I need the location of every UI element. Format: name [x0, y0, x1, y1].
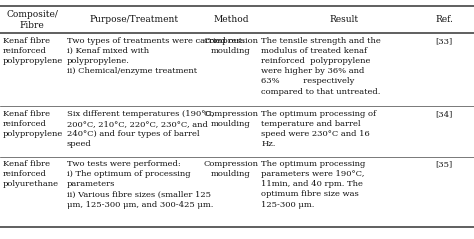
Text: Two tests were performed:
i) The optimum of processing
parameters
ii) Various fi: Two tests were performed: i) The optimum… — [67, 160, 213, 209]
Text: Six different temperatures (190°C,
200°C, 210°C, 220°C, 230°C, and
240°C) and fo: Six different temperatures (190°C, 200°C… — [67, 110, 214, 148]
Text: Kenaf fibre
reinforced
polypropylene: Kenaf fibre reinforced polypropylene — [3, 37, 63, 65]
Text: Composite/
Fibre: Composite/ Fibre — [6, 10, 58, 30]
Text: Kenaf fibre
reinforced
polypropylene: Kenaf fibre reinforced polypropylene — [3, 110, 63, 138]
Text: [34]: [34] — [436, 110, 453, 118]
Text: Compression
moulding: Compression moulding — [203, 37, 259, 55]
Text: Compression
moulding: Compression moulding — [203, 160, 259, 178]
Text: [33]: [33] — [436, 37, 453, 45]
Text: The tensile strength and the
modulus of treated kenaf
reinforced  polypropylene
: The tensile strength and the modulus of … — [261, 37, 381, 96]
Text: Ref.: Ref. — [436, 15, 453, 24]
Text: Result: Result — [329, 15, 358, 24]
Text: Two types of treatments were carried out:
i) Kenaf mixed with
polypropylene.
ii): Two types of treatments were carried out… — [67, 37, 245, 75]
Text: Compression
moulding: Compression moulding — [203, 110, 259, 128]
Text: Method: Method — [213, 15, 249, 24]
Text: The optimum processing of
temperature and barrel
speed were 230°C and 16
Hz.: The optimum processing of temperature an… — [261, 110, 376, 148]
Text: Kenaf fibre
reinforced
polyurethane: Kenaf fibre reinforced polyurethane — [3, 160, 59, 188]
Text: [35]: [35] — [436, 160, 453, 168]
Text: The optimum processing
parameters were 190°C,
11min, and 40 rpm. The
optimum fib: The optimum processing parameters were 1… — [261, 160, 365, 209]
Text: Purpose/Treatment: Purpose/Treatment — [89, 15, 179, 24]
